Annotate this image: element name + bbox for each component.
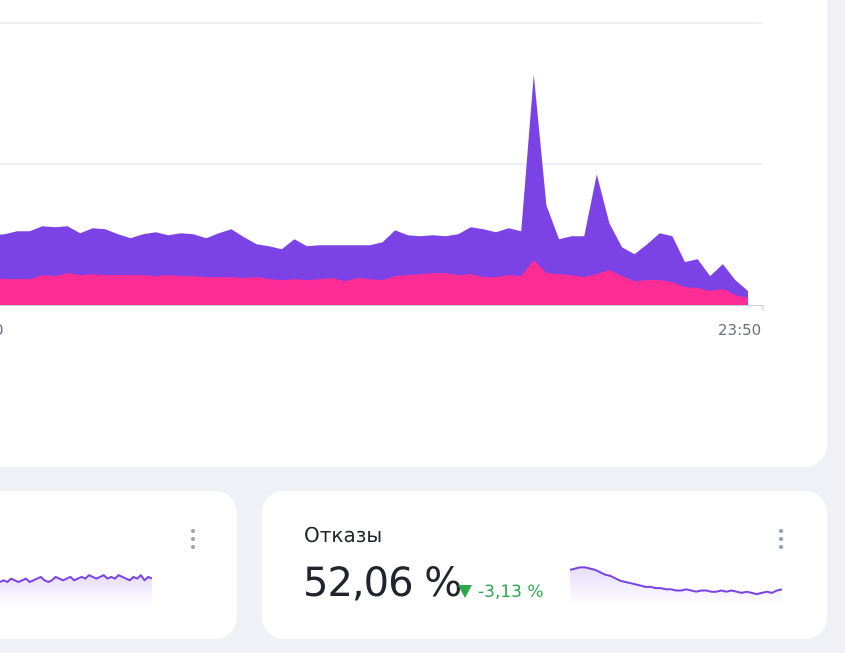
metric-delta-value: -3,13 % [478,582,544,602]
sparkline-area [0,575,152,607]
sparkline-line [570,566,782,596]
series-area-violet [0,74,748,305]
metric-sparkline [0,574,152,607]
sessions-area-chart [0,22,764,311]
more-options-icon[interactable] [190,527,196,553]
metric-delta: -3,13 % [458,582,544,602]
series-area-pink [0,260,748,305]
sparkline-line [0,574,152,583]
metric-card-bounces: Отказы 52,06 % -3,13 % [262,491,827,639]
sparkline-area [570,567,782,607]
chart-gridlines [0,22,763,165]
metric-sparkline [570,566,782,607]
metric-value: 52,06 % [303,560,462,606]
sessions-chart-card [0,0,827,467]
metric-card-left [0,491,237,639]
x-tick-label-start: 0 [0,320,4,340]
more-options-icon[interactable] [778,527,784,553]
triangle-down-icon [458,585,472,598]
x-tick-label-end: 23:50 [718,321,762,339]
metric-title: Отказы [304,523,383,547]
